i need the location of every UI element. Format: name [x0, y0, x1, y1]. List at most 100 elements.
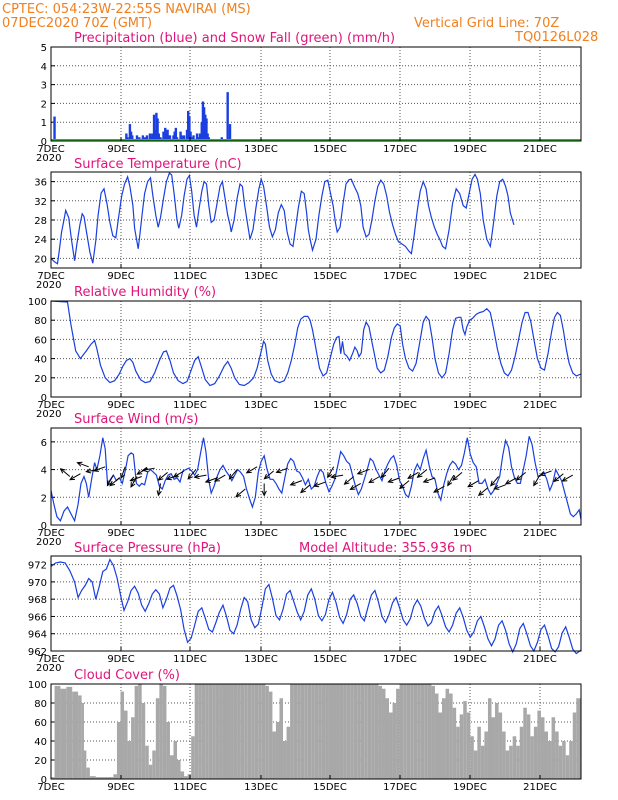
cloud-bar: [51, 777, 55, 779]
wind-arrow-head: [432, 487, 440, 493]
x-tick-label: 19DEC: [453, 654, 487, 665]
panel-title: Relative Humidity (%): [74, 285, 216, 300]
cloud-bar: [551, 717, 556, 779]
cloud-bar: [279, 698, 284, 779]
wind-arrow-head: [490, 480, 496, 487]
x-tick-label: 17DEC: [383, 654, 417, 665]
x-tick-label: 13DEC: [244, 654, 278, 665]
cloud-bar: [544, 731, 549, 779]
cloud-bar: [438, 712, 443, 779]
wind-arrow-shaft: [120, 466, 126, 479]
cloud-bar: [449, 693, 453, 779]
cloud-bar: [95, 777, 102, 779]
wind-arrow-head: [368, 478, 375, 484]
cloud-bar: [314, 684, 319, 779]
wind-arrow-head: [156, 490, 162, 497]
y-tick-label: 60: [34, 335, 47, 346]
cloud-bar: [328, 684, 333, 779]
cloud-bar: [540, 717, 545, 779]
x-tick-label: 13DEC: [244, 400, 278, 411]
y-tick-label: 964: [28, 630, 47, 641]
y-tick-label: 4: [41, 62, 47, 73]
wind-arrow-head: [493, 484, 500, 490]
x-tick-label: 13DEC: [244, 782, 278, 793]
x-tick-label: 19DEC: [453, 271, 487, 282]
wind-arrow: [539, 470, 552, 477]
y-tick-label: 40: [34, 355, 47, 366]
wind-arrow-shaft: [235, 488, 246, 498]
cloud-bar: [477, 726, 481, 779]
y-tick-label: 20: [34, 374, 47, 385]
rh-series-line: [50, 300, 582, 387]
cloud-bar: [353, 684, 358, 779]
x-tick-label: 19DEC: [453, 528, 487, 539]
cloud-bar: [283, 741, 287, 779]
cloud-bar: [548, 741, 552, 779]
wind-arrow: [289, 480, 303, 486]
cloud-bar: [463, 701, 467, 779]
cloud-bar: [113, 774, 117, 779]
y-tick-label: 24: [34, 235, 47, 246]
wind-arrow-head: [165, 475, 172, 481]
y-tick-label: 5: [41, 43, 47, 54]
wind-arrow: [467, 480, 479, 488]
wind-arrow-shaft: [433, 485, 445, 493]
wind-arrow: [261, 483, 267, 497]
wind-arrow-head: [289, 480, 296, 486]
y-tick-label: 80: [34, 699, 47, 710]
cloud-bar: [385, 698, 390, 779]
x-year-label: 2020: [36, 663, 61, 674]
wind-arrow-shaft: [452, 471, 463, 481]
cloud-bar: [505, 750, 510, 779]
y-tick-label: 0: [41, 521, 47, 532]
wind-arrow-head: [561, 476, 568, 482]
cloud-bar: [304, 684, 308, 779]
plot-area: [51, 47, 581, 141]
cloud-bar: [533, 726, 538, 779]
cloud-bar: [364, 684, 368, 779]
cloud-bar: [445, 688, 450, 779]
y-tick-label: 0: [41, 775, 47, 786]
cloud-bar: [555, 731, 559, 779]
precip-bar: [156, 118, 159, 141]
cloud-bar: [159, 684, 163, 779]
precip-bar: [168, 135, 172, 141]
wind-arrow: [76, 461, 89, 468]
y-tick-label: 6: [41, 438, 47, 449]
wind-arrow: [356, 469, 370, 475]
cloud-bar: [173, 741, 178, 779]
cloud-bar: [226, 684, 231, 779]
temp-series-line: [50, 171, 515, 265]
x-tick-label: 15DEC: [313, 782, 347, 793]
cloud-bar: [339, 684, 344, 779]
cloud-bar: [116, 722, 121, 779]
x-tick-label: 15DEC: [313, 528, 347, 539]
cloud-bar: [565, 755, 570, 779]
cloud-bar: [86, 767, 90, 779]
cloud-bar: [392, 703, 397, 779]
wind-arrow-head: [228, 473, 235, 480]
cloud-bar: [215, 684, 220, 779]
wind-arrow-head: [504, 479, 511, 485]
wind-arrow-head: [261, 490, 267, 497]
wind-arrow-head: [136, 469, 143, 475]
y-tick-label: 36: [34, 178, 47, 189]
wind-arrow: [120, 466, 126, 480]
cloud-bar: [265, 685, 269, 779]
wind-arrow-shaft: [467, 480, 479, 488]
y-tick-label: 100: [28, 680, 47, 691]
wind-arrow: [263, 470, 274, 480]
wind-arrow-shaft: [344, 476, 355, 485]
precip-bar: [174, 127, 178, 141]
cloud-bar: [191, 736, 195, 779]
y-tick-label: 28: [34, 216, 47, 227]
x-tick-label: 21DEC: [523, 144, 557, 155]
wind-arrow-head: [172, 472, 179, 478]
cloud-bar: [261, 684, 266, 779]
cloud-bar: [212, 684, 216, 779]
x-tick-label: 17DEC: [383, 528, 417, 539]
wind-arrow-head: [130, 481, 136, 488]
wind-arrow: [327, 466, 335, 479]
cloud-bar: [381, 688, 386, 779]
precip-bar: [206, 133, 209, 141]
